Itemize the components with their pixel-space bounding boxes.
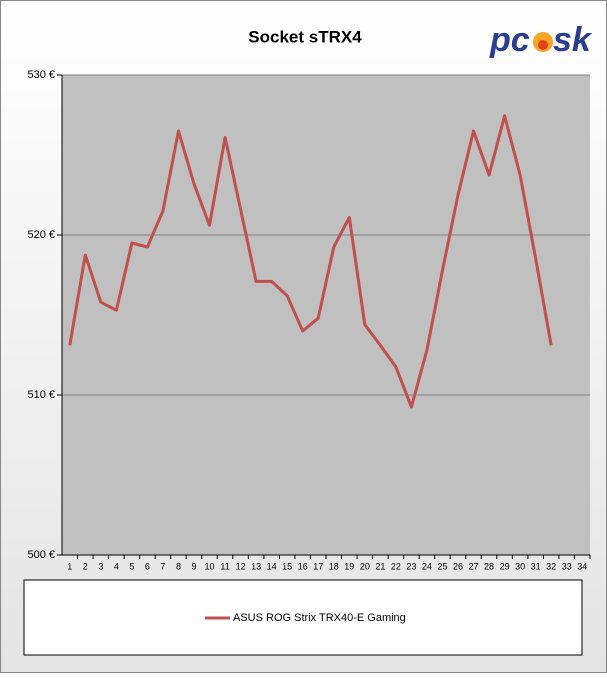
x-tick-label: 22 bbox=[391, 561, 401, 571]
x-tick-label: 3 bbox=[98, 561, 103, 571]
logo-text: sk bbox=[553, 21, 593, 59]
x-tick-label: 18 bbox=[329, 561, 339, 571]
x-tick-label: 27 bbox=[469, 561, 479, 571]
x-tick-label: 13 bbox=[251, 561, 261, 571]
x-tick-label: 15 bbox=[282, 561, 292, 571]
plot-area bbox=[62, 75, 590, 555]
x-tick-label: 4 bbox=[114, 561, 119, 571]
x-tick-label: 1 bbox=[67, 561, 72, 571]
x-tick-label: 9 bbox=[191, 561, 196, 571]
x-tick-label: 11 bbox=[220, 561, 229, 571]
x-tick-label: 25 bbox=[437, 561, 447, 571]
x-tick-label: 31 bbox=[531, 561, 541, 571]
x-tick-label: 16 bbox=[298, 561, 308, 571]
y-tick-label: 530 € bbox=[27, 69, 55, 81]
legend-label: ASUS ROG Strix TRX40-E Gaming bbox=[233, 612, 406, 624]
x-tick-label: 24 bbox=[422, 561, 432, 571]
x-tick-label: 7 bbox=[160, 561, 165, 571]
x-tick-label: 14 bbox=[267, 561, 277, 571]
y-tick-label: 510 € bbox=[27, 389, 55, 401]
x-tick-label: 28 bbox=[484, 561, 494, 571]
x-tick-label: 23 bbox=[406, 561, 416, 571]
x-tick-label: 26 bbox=[453, 561, 463, 571]
line-series bbox=[68, 114, 553, 409]
y-tick-label: 520 € bbox=[27, 229, 55, 241]
logo-text: pc bbox=[489, 21, 530, 59]
x-tick-label: 8 bbox=[176, 561, 181, 571]
x-tick-label: 12 bbox=[236, 561, 246, 571]
x-tick-label: 20 bbox=[360, 561, 370, 571]
x-tick-label: 5 bbox=[129, 561, 134, 571]
y-tick-label: 500 € bbox=[27, 549, 55, 561]
x-tick-label: 34 bbox=[577, 561, 587, 571]
logo: pc sk bbox=[489, 21, 593, 59]
x-tick-label: 6 bbox=[145, 561, 150, 571]
x-tick-label: 30 bbox=[515, 561, 525, 571]
x-tick-label: 19 bbox=[344, 561, 354, 571]
x-tick-label: 17 bbox=[313, 561, 323, 571]
chart-title: Socket sTRX4 bbox=[248, 27, 362, 46]
x-tick-label: 10 bbox=[205, 561, 215, 571]
x-tick-label: 2 bbox=[83, 561, 88, 571]
x-tick-label: 32 bbox=[546, 561, 556, 571]
x-tick-label: 29 bbox=[500, 561, 510, 571]
x-tick-label: 21 bbox=[375, 561, 385, 571]
logo-flame-core bbox=[538, 40, 548, 50]
x-tick-label: 33 bbox=[562, 561, 572, 571]
legend-box bbox=[23, 579, 583, 656]
